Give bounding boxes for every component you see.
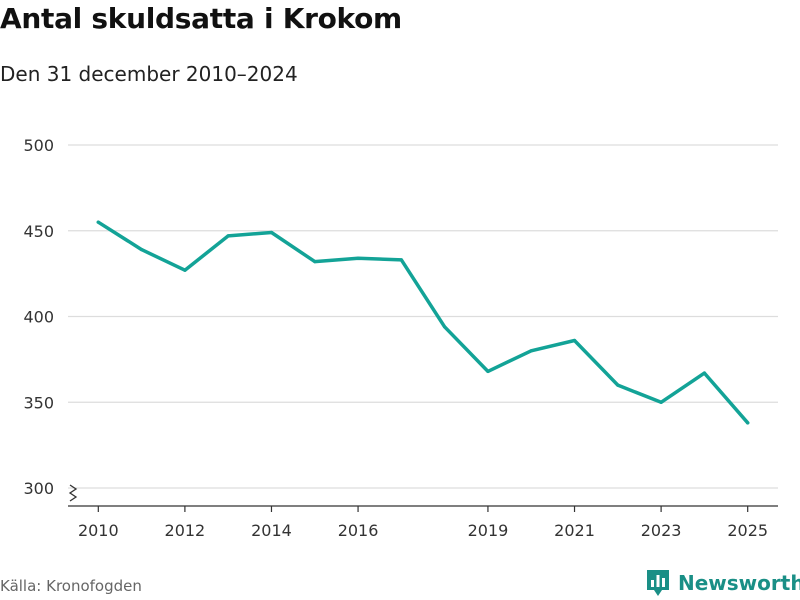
- data-point: [572, 338, 577, 343]
- series-line: [96, 220, 750, 425]
- y-tick-label: 350: [23, 393, 54, 412]
- y-tick-label: 400: [23, 308, 54, 327]
- data-point: [486, 369, 490, 373]
- axis-break-icon: [68, 484, 78, 502]
- x-tick-label: 2014: [251, 521, 292, 540]
- x-tick-label: 2025: [727, 521, 768, 540]
- data-point: [746, 421, 750, 425]
- data-point: [399, 258, 403, 262]
- chart-title: Antal skuldsatta i Krokom: [0, 2, 402, 35]
- data-point: [96, 220, 100, 224]
- data-point: [226, 234, 230, 238]
- data-point: [616, 383, 620, 387]
- gridlines: [68, 144, 778, 489]
- source-note: Källa: Kronofogden: [0, 577, 142, 595]
- y-tick-label: 450: [23, 222, 54, 241]
- x-tick-label: 2016: [338, 521, 379, 540]
- x-tick-label: 2012: [165, 521, 206, 540]
- y-tick-label: 500: [23, 136, 54, 155]
- data-point: [529, 349, 533, 353]
- brand-name: Newsworthy: [678, 571, 800, 595]
- x-tick-label: 2010: [78, 521, 119, 540]
- x-tick-label: 2021: [554, 521, 595, 540]
- y-tick-label: 300: [23, 479, 54, 498]
- y-axis-ticks: 300 350 400 450 500: [23, 136, 54, 498]
- data-point: [443, 325, 447, 329]
- chart-subtitle: Den 31 december 2010–2024: [0, 62, 298, 86]
- x-tick-label: 2023: [641, 521, 682, 540]
- x-axis-ticks: 2010 2012 2014 2016 2019 2021 2023 2025: [78, 506, 768, 540]
- x-axis: [68, 484, 778, 507]
- brand-logo[interactable]: Newsworthy: [645, 568, 800, 598]
- bar-chart-pin-icon: [647, 570, 669, 596]
- data-point: [313, 260, 317, 264]
- series: [96, 220, 750, 425]
- data-point: [139, 248, 144, 252]
- data-point: [356, 256, 360, 260]
- data-point: [269, 230, 274, 235]
- data-point: [183, 268, 187, 272]
- data-point: [702, 371, 707, 375]
- x-tick-label: 2019: [468, 521, 509, 540]
- data-point: [659, 400, 663, 404]
